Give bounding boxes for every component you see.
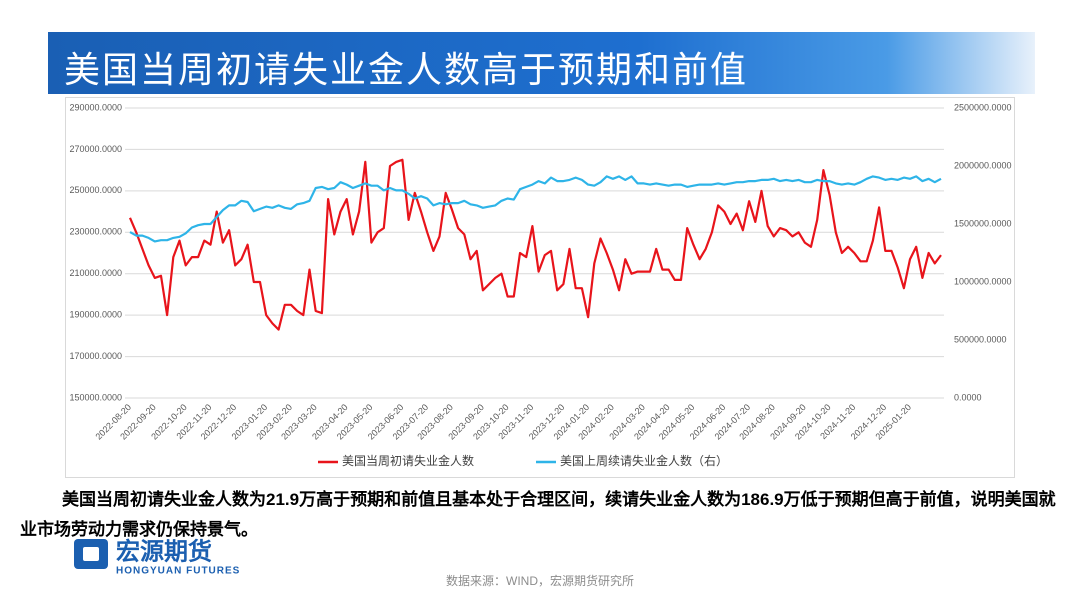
y2-tick-label: 1500000.0000 [954, 218, 1012, 228]
title-banner: 美国当周初请失业金人数高于预期和前值 [48, 32, 1035, 94]
y-tick-label: 170000.0000 [69, 351, 122, 361]
logo: 宏源期货 HONGYUAN FUTURES [72, 535, 312, 582]
body-text: 美国当周初请失业金人数为21.9万高于预期和前值且基本处于合理区间，续请失业金人… [20, 490, 1056, 539]
chart: 150000.0000 170000.0000 190000.0000 210000.… [69, 102, 1012, 468]
logo-en: HONGYUAN FUTURES [116, 566, 240, 577]
series-line [128, 158, 942, 331]
title: 美国当周初请失业金人数高于预期和前值 [64, 49, 749, 90]
legend-label: 美国当周初请失业金人数 [342, 453, 474, 468]
logo-graphic: 宏源期货 HONGYUAN FUTURES [74, 537, 240, 577]
logo-icon-inner [83, 547, 99, 561]
y2-tick-label: 2500000.0000 [954, 102, 1012, 112]
y-tick-label: 290000.0000 [69, 102, 122, 112]
y-tick-label: 270000.0000 [69, 144, 122, 154]
source: 数据来源：WIND，宏源期货研究所 [446, 574, 634, 588]
y2-tick-label: 2000000.0000 [954, 160, 1012, 170]
y-tick-label: 230000.0000 [69, 227, 122, 237]
y-tick-label: 190000.0000 [69, 310, 122, 320]
y-tick-label: 150000.0000 [69, 392, 122, 402]
chart-frame [65, 97, 1015, 478]
logo-cn: 宏源期货 [116, 537, 212, 565]
series-line [129, 175, 942, 243]
y-tick-label: 210000.0000 [69, 268, 122, 278]
y2-tick-label: 500000.0000 [954, 334, 1007, 344]
y2-tick-label: 1000000.0000 [954, 276, 1012, 286]
y-tick-label: 250000.0000 [69, 185, 122, 195]
y2-tick-label: 0.0000 [954, 392, 982, 402]
legend-label: 美国上周续请失业金人数（右） [560, 453, 728, 468]
